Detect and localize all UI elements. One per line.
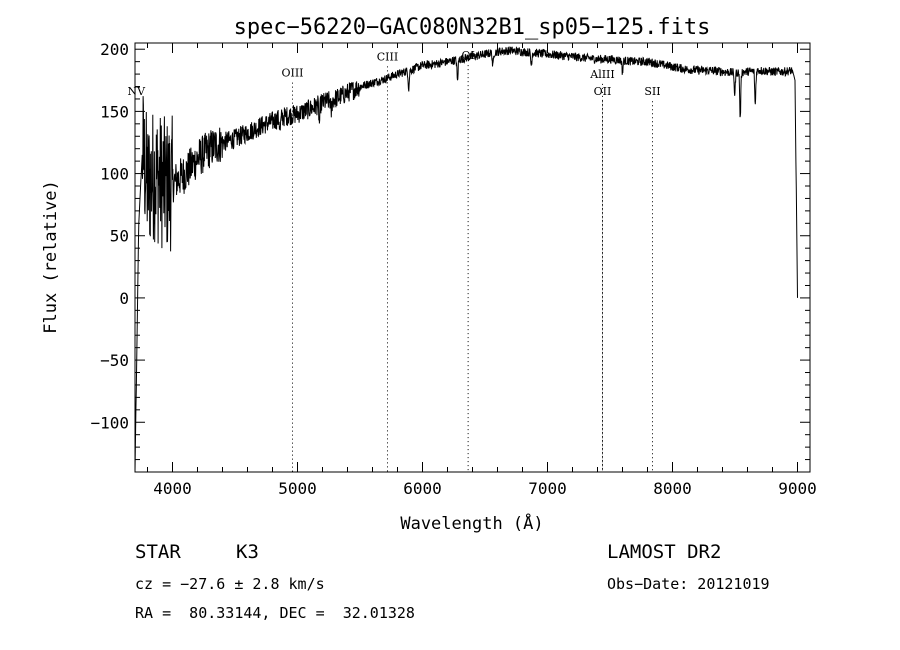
x-tick-label: 7000 [528, 479, 567, 498]
axis-ticks: 4000 5000 6000 7000 8000 9000 −100 −50 0 50 100 150… [90, 40, 816, 498]
line-marker-label: OIII [281, 67, 303, 80]
y-tick-label: 200 [100, 40, 129, 59]
x-tick-label: 4000 [153, 479, 192, 498]
y-tick-label: −50 [100, 351, 129, 370]
plot-frame [134, 42, 811, 473]
coordinates-readout: RA = 80.33144, DEC = 32.01328 [135, 604, 415, 622]
y-tick-label: 0 [119, 289, 129, 308]
line-marker-label: AlIII [589, 68, 615, 81]
x-tick-label: 9000 [778, 479, 817, 498]
chart-title: spec−56220−GAC080N32B1_sp05−125.fits [234, 15, 711, 40]
survey-name: LAMOST DR2 [607, 541, 722, 563]
obs-date-readout: Obs−Date: 20121019 [607, 575, 770, 593]
spectrum-chart: spec−56220−GAC080N32B1_sp05−125.fits NV O… [41, 15, 817, 534]
x-tick-label: 8000 [653, 479, 692, 498]
spectrum-series-line [134, 46, 798, 473]
line-marker-label: NV [127, 85, 146, 98]
redshift-readout: cz = −27.6 ± 2.8 km/s [135, 575, 325, 593]
y-tick-label: 100 [100, 165, 129, 184]
line-marker-label: CIII [377, 50, 398, 63]
x-tick-label: 6000 [403, 479, 442, 498]
x-axis-label: Wavelength (Å) [400, 512, 543, 534]
line-marker-label: SII [644, 85, 660, 98]
object-class: STAR [135, 541, 181, 563]
y-tick-label: −100 [90, 413, 129, 432]
y-axis-label: Flux (relative) [41, 180, 61, 334]
y-tick-label: 50 [110, 227, 129, 246]
x-tick-label: 5000 [278, 479, 317, 498]
line-marker-label: OII [594, 85, 612, 98]
object-subclass: K3 [236, 541, 259, 563]
y-tick-label: 150 [100, 102, 129, 121]
